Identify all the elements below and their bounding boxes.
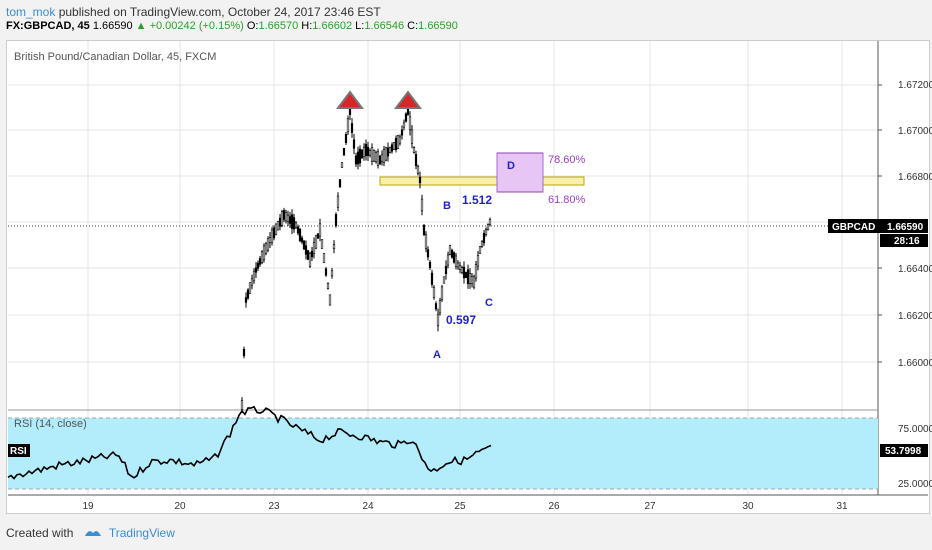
close-label: C:	[407, 20, 419, 32]
date-tick: 26	[548, 501, 560, 512]
rsi-tick: 25.0000	[898, 479, 932, 490]
publish-info: published on TradingView.com, October 24…	[58, 5, 381, 19]
rsi-tag-text: RSI	[10, 446, 27, 457]
low-value: 1.66546	[364, 20, 405, 32]
price-tick: 1.67000	[898, 126, 932, 137]
price-tick: 1.66800	[898, 172, 932, 183]
resistance-zone[interactable]	[379, 176, 585, 186]
price-tag-value: 1.66590	[887, 222, 924, 233]
publish-line: tom_mok published on TradingView.com, Oc…	[6, 5, 381, 19]
point-a-label: A	[433, 349, 441, 361]
price-candles	[240, 104, 492, 413]
date-tick: 20	[174, 501, 186, 512]
top-marker-icon	[394, 90, 422, 109]
open-label: O:	[246, 20, 259, 32]
footer: Created with TradingView	[6, 526, 175, 541]
date-tick: 31	[836, 501, 848, 512]
chart-title: British Pound/Canadian Dollar, 45, FXCM	[14, 51, 216, 63]
fib-618-label: 61.80%	[548, 194, 586, 206]
point-c-label: C	[485, 297, 493, 309]
top-marker-icon	[336, 90, 364, 109]
price-change: ▲ +0.00242 (+0.15%)	[135, 20, 244, 32]
ratio-ab-label: 0.597	[446, 313, 476, 327]
low-label: L:	[355, 20, 365, 32]
high-label: H:	[301, 20, 313, 32]
price-tick: 1.67200	[898, 80, 932, 91]
ohlc-line: FX:GBPCAD, 45 1.66590 ▲ +0.00242 (+0.15%…	[6, 20, 458, 32]
tradingview-logo-icon	[83, 526, 103, 541]
price-tag-symbol: GBPCAD	[832, 222, 875, 233]
close-value: 1.66590	[418, 20, 458, 32]
rsi-band	[8, 418, 878, 489]
price-tick: 1.66200	[898, 311, 932, 322]
rsi-value: 53.7998	[885, 446, 922, 457]
price-tick: 1.66400	[898, 264, 932, 275]
date-tick: 24	[362, 501, 374, 512]
rsi-value-tag	[880, 444, 928, 457]
rsi-tick: 75.0000	[898, 424, 932, 435]
created-with: Created with	[6, 526, 74, 540]
countdown-tag	[880, 234, 928, 247]
last-price: 1.66590	[92, 20, 133, 32]
author-link[interactable]: tom_mok	[6, 5, 56, 19]
date-tick: 23	[268, 501, 280, 512]
fib-786-label: 78.60%	[548, 154, 586, 166]
symbol-label: FX:GBPCAD, 45	[6, 20, 90, 32]
countdown-timer: 28:16	[894, 236, 920, 247]
price-tag	[828, 219, 928, 233]
point-d-label: D	[507, 160, 515, 172]
point-b-label: B	[443, 200, 451, 212]
rsi-title: RSI (14, close)	[14, 418, 87, 430]
pattern-d-box[interactable]	[496, 152, 544, 193]
date-tick: 25	[454, 501, 466, 512]
date-tick: 30	[742, 501, 754, 512]
price-tick: 1.66000	[898, 358, 932, 369]
rsi-line	[7, 405, 492, 480]
open-value: 1.66570	[258, 20, 299, 32]
tradingview-link[interactable]: TradingView	[108, 526, 175, 540]
high-value: 1.66602	[312, 20, 353, 32]
rsi-tag	[8, 444, 30, 457]
date-tick: 27	[644, 501, 656, 512]
date-tick: 19	[82, 501, 94, 512]
ratio-bc-label: 1.512	[462, 193, 492, 207]
